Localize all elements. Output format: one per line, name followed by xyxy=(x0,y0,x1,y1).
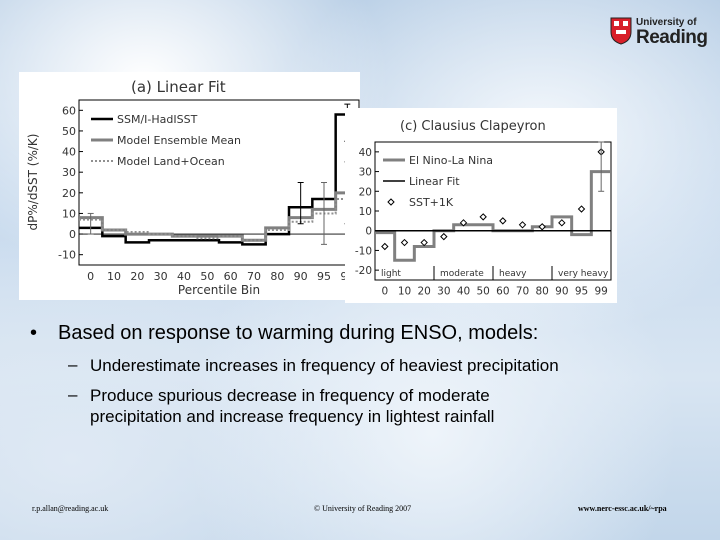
x-tick-label: 20 xyxy=(417,286,430,298)
data-point-diamond xyxy=(440,232,448,241)
y-axis-label: dP%/dSST (%/K) xyxy=(26,134,40,231)
chart-clausius-clapeyron: -20 -10 0 10 20 30 40 0 10 20 30 40 50 60 70 80 90 95 99 (c… xyxy=(355,119,612,298)
chart-title: (a) Linear Fit xyxy=(131,78,226,96)
data-point-diamond xyxy=(400,238,409,247)
subpoint-2-text: Produce spurious decrease in frequency o… xyxy=(90,386,490,405)
x-tick-label: 70 xyxy=(247,270,261,283)
x-tick-label: 50 xyxy=(200,270,214,283)
chart-title: (c) Clausius Clapeyron xyxy=(400,119,546,134)
x-tick-label: 0 xyxy=(381,286,388,298)
x-tick-label: 30 xyxy=(154,270,168,283)
x-tick-label: 90 xyxy=(294,270,308,283)
y-tick-label: 60 xyxy=(62,104,76,117)
logo-line-1: University of xyxy=(636,17,697,28)
y-tick-label: 40 xyxy=(359,147,372,159)
crest-icon xyxy=(610,17,632,45)
y-tick-label: 30 xyxy=(359,167,372,179)
legend-label: El Nino-La Nina xyxy=(409,154,493,167)
x-tick-label: 95 xyxy=(575,286,588,298)
dash-marker: – xyxy=(68,385,78,404)
legend-marker xyxy=(387,198,395,206)
series-line-1 xyxy=(79,191,359,242)
x-tick-label: 99 xyxy=(594,286,607,298)
y-tick-label: 0 xyxy=(365,226,372,238)
x-tick-label: 20 xyxy=(130,270,144,283)
data-point-diamond xyxy=(499,217,507,225)
y-tick-label: -20 xyxy=(355,265,372,277)
x-tick-label: 80 xyxy=(535,286,548,298)
legend-label: Linear Fit xyxy=(409,175,460,188)
x-tick-label: 60 xyxy=(496,286,509,298)
y-tick-label: 10 xyxy=(62,207,76,220)
x-tick-label: 0 xyxy=(87,270,94,283)
y-tick-label: 30 xyxy=(62,166,76,179)
x-tick-label: 40 xyxy=(177,270,191,283)
university-logo: University of Reading xyxy=(610,15,710,49)
footer-website[interactable]: www.nerc-essc.ac.uk/~rpa xyxy=(578,504,667,513)
legend-label: SSM/I-HadISST xyxy=(117,113,198,126)
data-point-diamond xyxy=(538,223,546,231)
y-tick-label: 20 xyxy=(62,187,76,200)
data-point-diamond xyxy=(558,219,566,227)
footer-email[interactable]: r.p.allan@reading.ac.uk xyxy=(32,504,109,513)
subpoint-1-text: Underestimate increases in frequency of … xyxy=(90,356,559,375)
data-point-diamond xyxy=(381,242,389,251)
legend-label: Model Ensemble Mean xyxy=(117,134,241,147)
y-tick-label: 20 xyxy=(359,186,372,198)
x-tick-label: 95 xyxy=(317,270,331,283)
series-line-0 xyxy=(375,170,611,262)
legend-label: Model Land+Ocean xyxy=(117,155,225,168)
chart-panel-clausius-clapeyron: -20 -10 0 10 20 30 40 0 10 20 30 40 50 60 70 80 90 95 99 (c… xyxy=(345,108,617,303)
legend-label: SST+1K xyxy=(409,196,454,209)
band-label: very heavy xyxy=(558,269,609,279)
dash-marker: – xyxy=(68,355,78,374)
data-point-diamond xyxy=(459,219,468,227)
y-tick-label: 40 xyxy=(62,146,76,159)
x-tick-label: 50 xyxy=(476,286,489,298)
band-label: light xyxy=(381,269,401,279)
y-tick-label: 50 xyxy=(62,125,76,138)
logo-line-2: Reading xyxy=(636,27,708,48)
chart-linear-fit: -10010203040506001020304050607080909599(… xyxy=(26,78,360,297)
y-tick-label: -10 xyxy=(58,249,76,262)
x-tick-label: 80 xyxy=(270,270,284,283)
x-axis-label: Percentile Bin xyxy=(178,283,260,297)
subpoint-2-text-line2: precipitation and increase frequency in … xyxy=(90,407,495,426)
series-line-0 xyxy=(79,113,359,246)
data-point-diamond xyxy=(518,221,527,229)
x-tick-label: 10 xyxy=(398,286,411,298)
chart-panel-linear-fit: -10010203040506001020304050607080909599(… xyxy=(19,72,360,300)
y-tick-label: 0 xyxy=(69,228,76,241)
y-tick-label: 10 xyxy=(359,206,372,218)
x-tick-label: 60 xyxy=(224,270,238,283)
x-tick-label: 40 xyxy=(457,286,470,298)
y-tick-label: -10 xyxy=(355,245,372,257)
x-tick-label: 70 xyxy=(516,286,529,298)
data-point-diamond xyxy=(577,205,586,213)
main-bullet-text: Based on response to warming during ENSO… xyxy=(58,322,539,344)
footer-copyright: © University of Reading 2007 xyxy=(314,504,412,513)
data-point-diamond xyxy=(479,213,487,221)
band-label: heavy xyxy=(499,269,527,279)
x-tick-label: 90 xyxy=(555,286,568,298)
band-label: moderate xyxy=(440,269,484,279)
x-tick-label: 30 xyxy=(437,286,450,298)
data-point-diamond xyxy=(420,238,428,247)
bullet-dot: • xyxy=(30,322,38,344)
x-tick-label: 10 xyxy=(107,270,121,283)
